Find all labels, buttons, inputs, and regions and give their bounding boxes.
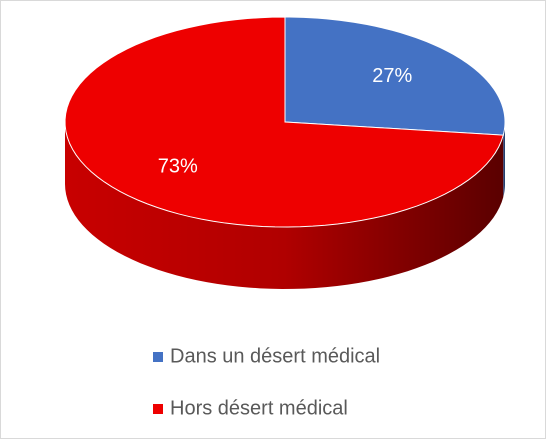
slice: [284, 16, 506, 136]
data-label: 27%: [372, 65, 412, 87]
legend-swatch: [153, 352, 163, 362]
legend-swatch: [153, 404, 163, 414]
data-label: 73%: [158, 155, 198, 177]
legend-label: Dans un désert médical: [170, 345, 380, 367]
slice-side: [503, 122, 505, 198]
slice: [64, 16, 504, 228]
legend-label: Hors désert médical: [170, 397, 348, 419]
slice-side: [65, 122, 504, 289]
